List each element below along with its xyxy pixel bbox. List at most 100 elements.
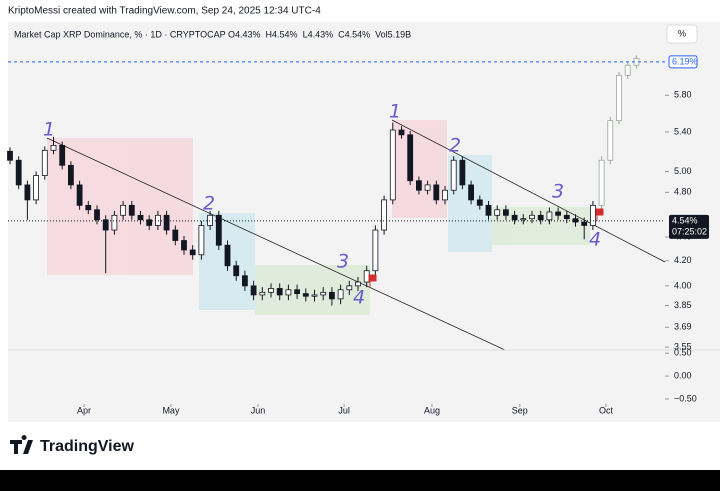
candle-body (50, 145, 57, 151)
candle-body (24, 184, 31, 201)
candle-body (563, 214, 570, 220)
candle-body (494, 209, 501, 216)
flag (368, 274, 377, 287)
candle-body (128, 204, 135, 216)
candle-body (598, 159, 605, 206)
candle-body (616, 74, 622, 122)
candle-body (294, 289, 301, 295)
y-tick-label: 4.20 (674, 255, 692, 265)
candle-body (328, 291, 335, 300)
candle-body (224, 244, 231, 267)
candle-body (154, 214, 161, 226)
marker-label-bg (668, 55, 698, 69)
candle-body (468, 184, 475, 201)
candle-body (137, 214, 144, 221)
candle-body (120, 204, 126, 216)
candle-body (172, 229, 179, 241)
bottom-bar (0, 470, 720, 491)
candle-body (355, 281, 361, 287)
candle-body (59, 145, 66, 166)
candle-body (450, 159, 457, 191)
y-tick-label: 3.55 (674, 341, 692, 351)
y2-tick-label: −0.50 (674, 393, 697, 403)
candle-body (459, 159, 466, 186)
annotation: 2 (449, 135, 461, 157)
candle-body (511, 214, 518, 221)
last-price-label: 4.54% (672, 215, 698, 225)
candle-body (320, 291, 327, 296)
y2-tick-label: 0.00 (674, 370, 692, 380)
candle-body (485, 204, 492, 216)
y-tick-label: 5.40 (674, 126, 692, 136)
candle-body (146, 219, 153, 226)
candle-body (285, 289, 292, 296)
candle-body (302, 293, 309, 297)
chart-title: Market Cap XRP Dominance, % · 1D · CRYPT… (14, 29, 226, 39)
candle-body (624, 64, 631, 76)
candle-body (268, 288, 274, 293)
y-tick-label: 4.00 (674, 280, 692, 290)
marker-label: 6.19% (672, 56, 698, 66)
candle-body (241, 275, 248, 287)
candle-body (68, 164, 74, 186)
candle-body (111, 214, 118, 231)
candle-body (233, 265, 240, 277)
candle-body (181, 240, 187, 251)
candle-body (555, 211, 561, 216)
candle-body (537, 214, 544, 221)
candle-body (433, 184, 440, 201)
scale-button[interactable] (666, 24, 698, 44)
candle-body (372, 229, 379, 272)
candle-body (215, 214, 222, 246)
y2-tick-label: 0.50 (674, 348, 692, 358)
candle-body (363, 270, 370, 283)
annotation: 4 (353, 287, 365, 309)
candle-body (572, 218, 579, 223)
annotation: 3 (552, 181, 564, 203)
candle-body (276, 288, 283, 296)
x-tick-label: May (162, 405, 180, 415)
trendline (46, 137, 506, 351)
annotation: 4 (589, 229, 601, 251)
candle-body (529, 214, 535, 220)
y-tick-label: 5.80 (674, 90, 692, 100)
candle-body (7, 150, 13, 161)
candle-body (33, 175, 39, 201)
flag (595, 208, 604, 221)
x-tick-label: Apr (77, 405, 91, 415)
y-tick-label: 5.00 (674, 166, 692, 176)
scale-button-label[interactable]: % (678, 28, 686, 38)
x-tick-label: Aug (424, 405, 440, 415)
y-tick-label: 3.85 (674, 300, 692, 310)
x-tick-label: Jun (251, 405, 266, 415)
y-tick-label: 4.80 (674, 187, 692, 197)
candle-body (442, 189, 448, 201)
candle-body (85, 204, 92, 211)
candles (7, 55, 640, 306)
annotation: 2 (203, 193, 215, 215)
candle-body (407, 134, 414, 182)
ohlc-legend: L4.43% (303, 29, 334, 39)
last-price-bg (669, 214, 709, 239)
candle-body (546, 211, 553, 221)
y-tick-label: 3.69 (674, 322, 692, 332)
candle-body (502, 209, 509, 216)
candle-body (259, 291, 266, 296)
candle-body (76, 184, 83, 206)
x-tick-label: Jul (338, 405, 350, 415)
ohlc-legend: O4.43% (228, 29, 261, 39)
annotation: 1 (389, 101, 401, 123)
trendline (391, 119, 666, 263)
candle-body (94, 209, 100, 221)
candle-body (381, 199, 388, 231)
candle-body (607, 120, 614, 161)
candle-body (415, 180, 422, 191)
candle-body (389, 129, 396, 201)
x-tick-label: Sep (512, 405, 528, 415)
candle-body (102, 219, 109, 231)
candle-body (207, 214, 214, 226)
candle-body (15, 159, 22, 186)
candle-body (424, 184, 431, 191)
annotation: 3 (337, 251, 349, 273)
